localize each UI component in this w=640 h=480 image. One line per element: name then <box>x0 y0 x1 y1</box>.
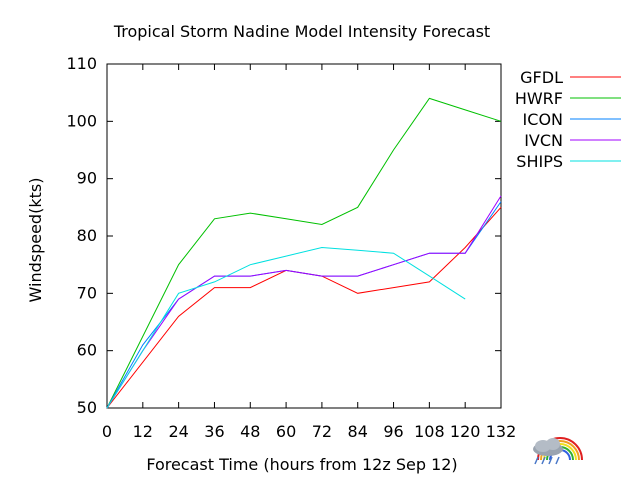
x-axis-label: Forecast Time (hours from 12z Sep 12) <box>146 455 457 474</box>
y-axis: 50 60 70 80 90 100 110 <box>66 54 501 417</box>
y-tick-label: 50 <box>77 398 97 417</box>
series-line-icon <box>106 201 502 409</box>
x-tick-label: 24 <box>168 422 188 441</box>
y-tick-label: 80 <box>77 226 97 245</box>
x-tick-label: 60 <box>276 422 296 441</box>
legend-label-ivcn: IVCN <box>524 131 563 150</box>
x-tick-label: 84 <box>348 422 368 441</box>
x-tick-label: 108 <box>414 422 445 441</box>
plot-frame <box>106 63 502 409</box>
y-tick-label: 90 <box>77 169 97 188</box>
series-line-ships <box>106 246 466 409</box>
y-tick-label: 100 <box>66 111 97 130</box>
chart-title: Tropical Storm Nadine Model Intensity Fo… <box>113 22 490 41</box>
legend-label-gfdl: GFDL <box>520 68 563 87</box>
x-tick-label: 0 <box>102 422 112 441</box>
x-axis: 0 12 24 36 48 60 72 84 96 108 120 132 <box>102 64 516 441</box>
x-tick-label: 48 <box>240 422 260 441</box>
series-group <box>106 97 502 409</box>
x-tick-label: 72 <box>312 422 332 441</box>
legend-label-ships: SHIPS <box>516 152 563 171</box>
y-tick-label: 60 <box>77 341 97 360</box>
x-tick-label: 132 <box>486 422 517 441</box>
x-tick-label: 96 <box>383 422 403 441</box>
y-axis-label: Windspeed(kts) <box>26 178 45 303</box>
series-line-gfdl <box>106 206 502 409</box>
y-tick-label: 110 <box>66 54 97 73</box>
legend-label-hwrf: HWRF <box>515 89 563 108</box>
y-tick-label: 70 <box>77 283 97 302</box>
x-tick-label: 36 <box>204 422 224 441</box>
series-line-ivcn <box>106 195 502 409</box>
x-tick-label: 120 <box>450 422 481 441</box>
x-tick-label: 12 <box>133 422 153 441</box>
series-line-hwrf <box>106 97 502 409</box>
legend-label-icon: ICON <box>523 110 563 129</box>
rain-cloud-rainbow-icon <box>533 437 583 465</box>
legend: GFDL HWRF ICON IVCN SHIPS <box>515 68 621 171</box>
